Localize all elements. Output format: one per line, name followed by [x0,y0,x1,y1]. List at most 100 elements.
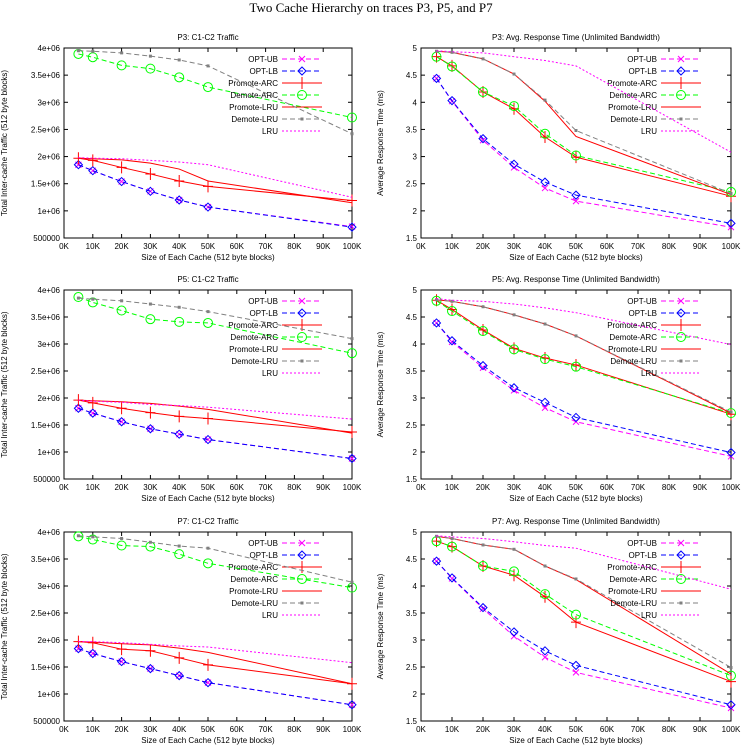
data-point [87,396,98,409]
series-line [436,535,732,668]
data-point [571,616,581,629]
y-tick-label: 2.5 [406,180,418,189]
data-point [347,426,357,439]
legend-entry: Demote-LRU [610,599,701,608]
y-tick-label: 500000 [33,234,60,243]
data-point [297,66,307,76]
legend-label: Demote-LRU [231,357,278,366]
plot-frame [420,289,732,480]
y-tick-label: 2e+06 [38,394,61,403]
series-opt-ub [433,319,735,460]
legend-label: Demote-LRU [610,599,657,608]
data-point [87,534,98,545]
data-point [509,159,519,169]
x-axis-label: Size of Each Cache (512 byte blocks) [509,736,643,745]
chart-panel-1: P3: C1-C2 Traffic Size of Each Cache (512… [0,33,362,262]
data-point [435,298,438,302]
x-tick-label: 90K [693,725,708,734]
series-demote-lru [76,49,354,136]
legend-label: Promote-ARC [228,321,278,330]
y-tick-label: 4.5 [406,313,418,322]
y-tick-label: 1.5e+06 [31,180,61,189]
data-point [87,52,98,63]
x-tick-label: 80K [287,725,302,734]
y-tick-label: 4.5 [406,71,418,80]
legend-entry: OPT-LB [629,550,701,560]
y-tick-label: 2.5e+06 [31,367,61,376]
legend-entry: OPT-UB [627,55,701,64]
data-point [174,72,185,83]
series-line [436,50,732,196]
plot-frame [420,47,732,239]
data-point [203,317,213,328]
x-tick-label: 0K [416,242,426,251]
legend-label: Promote-ARC [228,563,278,572]
data-point [479,136,487,144]
x-tick-label: 70K [258,725,273,734]
chart-panel-4: P5: Avg. Response Time (Unlimited Bandwi… [376,275,741,503]
legend-label: OPT-UB [248,55,278,64]
data-point [300,601,304,605]
data-point [116,417,127,427]
chart-panel-3: P5: C1-C2 Traffic Size of Each Cache (512… [0,275,362,503]
data-point [120,51,124,55]
data-point [350,132,354,136]
data-point [431,295,442,306]
x-tick-label: 10K [86,725,101,734]
series-opt-ub [433,75,735,231]
data-point [510,164,518,171]
data-point [87,154,98,167]
data-point [145,167,156,180]
series-demote-arc [431,295,736,419]
x-axis-label: Size of Each Cache (512 byte blocks) [509,494,643,503]
figure-title: Two Cache Hierarchy on traces P3, P5, an… [249,0,493,15]
y-tick-label: 4e+06 [38,286,61,295]
x-tick-label: 30K [507,725,522,734]
series-line [78,407,353,459]
legend-entry: Promote-ARC [228,319,322,331]
legend-label: Demote-LRU [231,599,278,608]
series-line [78,648,353,706]
series-line [436,300,732,414]
data-point [679,359,683,363]
legend-label: OPT-UB [627,55,657,64]
data-point [431,556,442,566]
data-point [174,670,184,681]
data-point [726,700,736,710]
legend-entry: Demote-ARC [609,90,701,100]
x-tick-label: 50K [569,725,584,734]
data-point [88,408,98,418]
series-opt-lb [73,160,357,232]
series-opt-lb [73,643,357,710]
legend-label: LRU [262,611,278,620]
x-tick-label: 90K [316,242,331,251]
legend-label: Promote-LRU [608,587,657,596]
series-promote-lru [436,535,732,675]
data-point [676,308,686,318]
x-axis-label: Size of Each Cache (512 byte blocks) [141,253,275,262]
y-tick-label: 2.5e+06 [31,125,61,134]
series-line [78,157,353,204]
legend-label: LRU [262,369,278,378]
data-point [509,566,519,577]
x-tick-label: 80K [662,725,677,734]
data-point [447,303,457,316]
x-tick-label: 10K [445,483,460,492]
data-point [574,129,578,133]
series-line [436,56,732,193]
series-demote-lru [435,298,733,414]
legend-label: Demote-ARC [230,575,278,584]
data-point [540,354,550,365]
data-point [676,561,686,573]
data-point [297,550,307,560]
legend-label: Promote-ARC [228,79,278,88]
y-tick-label: 4.5 [406,555,418,564]
data-point [540,128,550,139]
data-point [347,453,357,464]
x-axis-label: Size of Each Cache (512 byte blocks) [509,253,643,262]
x-tick-label: 0K [416,483,426,492]
legend-label: Demote-ARC [230,333,278,342]
data-point [478,86,488,97]
x-tick-label: 30K [507,242,522,251]
data-point [88,165,98,176]
